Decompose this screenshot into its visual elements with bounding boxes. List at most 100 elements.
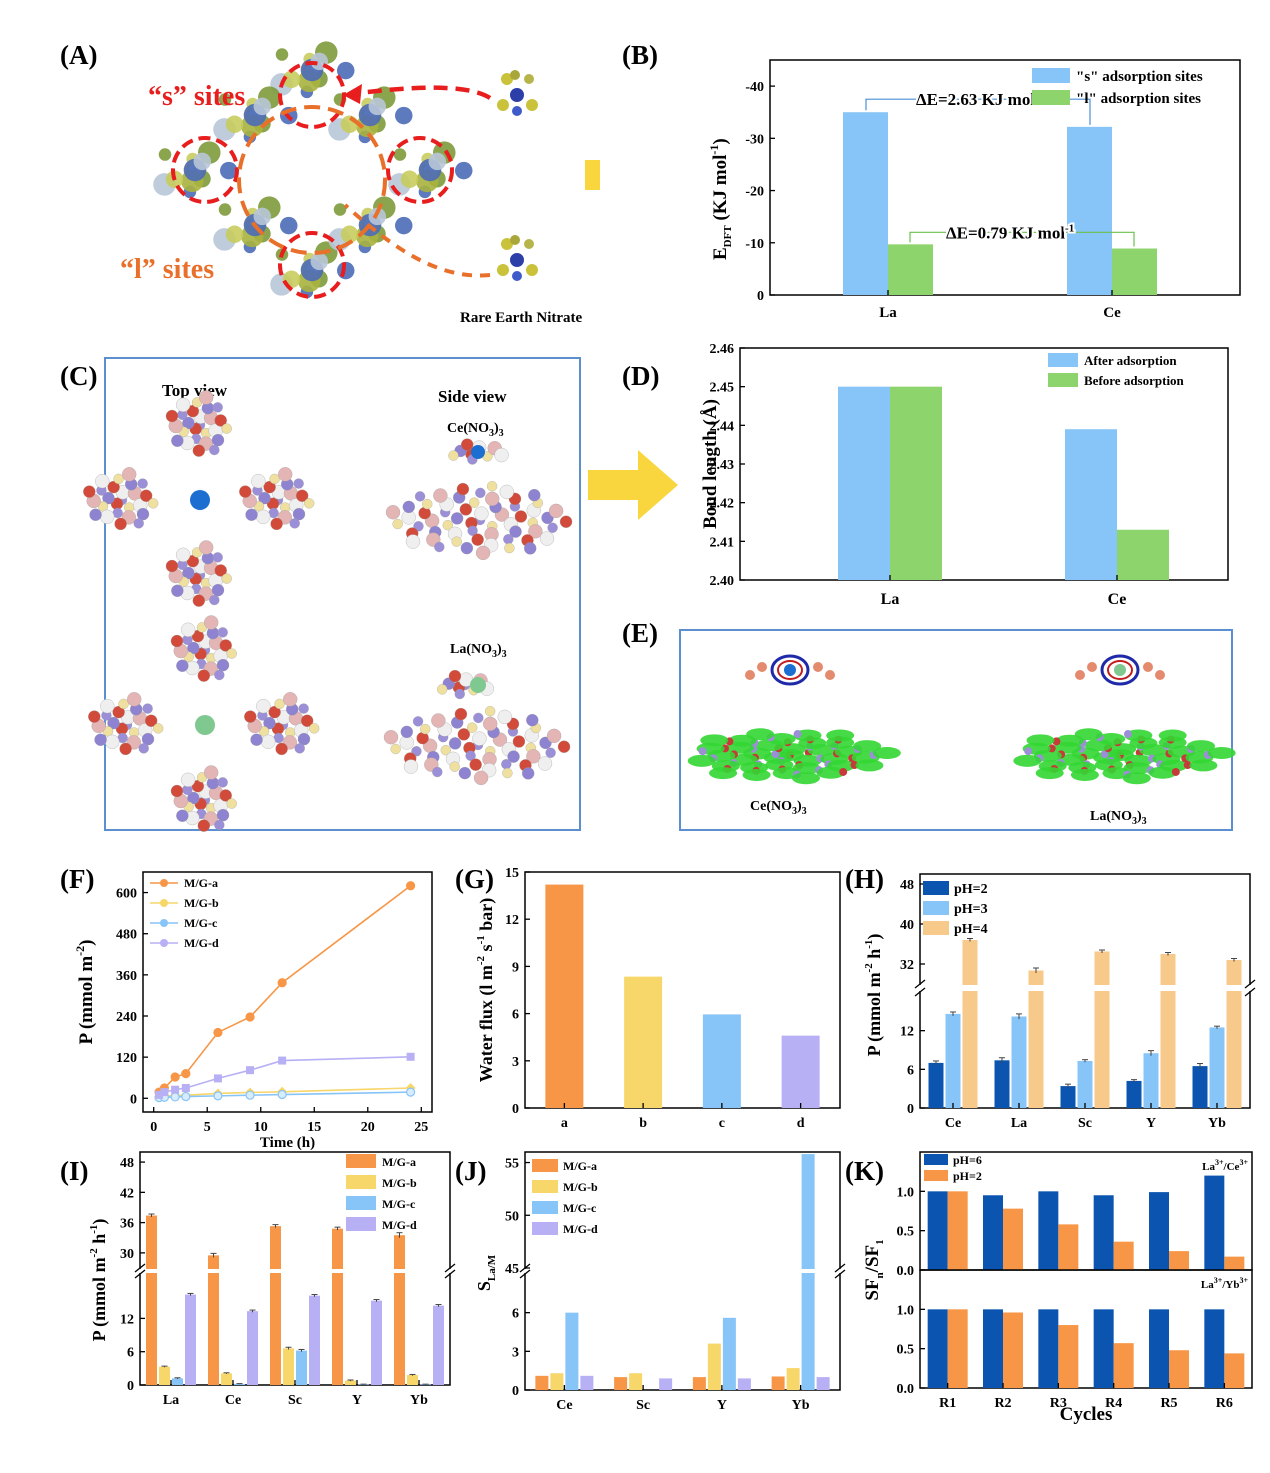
ce-side-framework [402,500,415,514]
ce-side-framework [486,481,498,492]
ce-side-framework [469,497,480,508]
bar-i-Y-0 [332,1228,343,1385]
ytick-lower-i-1-label: 6 [127,1346,134,1361]
ce-nitrate [461,438,474,451]
k-bar-1-R3-0 [1038,1309,1059,1388]
e-ce-formula: Ce(NO3)3 [750,799,807,817]
bar-j-Yb-1 [786,1368,800,1390]
framework-blob [282,70,301,89]
f-ylabel: P (mmol m-2) [73,940,97,1045]
ce-top-view-arm [175,547,191,562]
f-point-2-4 [213,1091,223,1101]
bar-h-Yb-2 [1226,960,1242,1108]
bar-h-Yb-0 [1192,1066,1208,1108]
chart-i: (I) 0 6 12 30 36 42 48 La Ce Sc Y Yb M/G-a M/G-b M/G-c… [60,1151,456,1408]
bar-j-Sc-0 [614,1377,628,1390]
ce-top-view-arm [212,402,223,413]
la-top-view-arm [216,809,230,822]
c-la-formula: La(NO3)3 [450,642,507,660]
la-nci-ring [1100,654,1140,686]
ce-top-view-arm [107,480,120,494]
ytick-upper-i-3-label: 48 [120,1156,134,1171]
d-xlabel-1: Ce [1108,591,1127,608]
la-top-view-arm [301,714,314,727]
ce-top-view-arm [148,498,159,509]
b-ytick-4-label: -40 [745,80,764,95]
axis-break-mark-i-1 [444,1263,456,1273]
la-top-view-arm [268,705,281,719]
k-bar-1-R6-1 [1224,1353,1245,1388]
j-legend-label-0: M/G-a [563,1159,597,1173]
k-xtick-3-label: R4 [1105,1396,1122,1411]
ce-top-view-arm [95,473,110,489]
la-o-atom [1075,670,1085,680]
ytick-lower-j-2-label: 6 [512,1307,519,1322]
f-legend-marker-1 [160,899,168,907]
ce-side-framework [474,506,489,521]
f-xtick-1-label: 5 [204,1120,211,1135]
xtick-i-1-label: Ce [225,1393,241,1408]
s-site-circle [278,231,346,299]
la-side-framework [473,712,484,724]
g-bar-b [624,976,663,1108]
ce-top-view-arm [245,508,258,521]
h-ylabel: P (mmol m-2 h-1) [863,934,885,1057]
xtick-h-3-label: Y [1146,1116,1156,1131]
axis-break-gap-h [914,985,1256,991]
g-ytick-2-label: 6 [512,1008,519,1023]
panel-f-label: (F) [60,864,94,894]
panel-h: (H) 0 6 12 32 40 48 Ce La Sc Y Yb pH=2 pH=3 pH=4 P (mm… [840,860,1270,1150]
chart-f-frame [142,871,433,1113]
framework-blob [393,148,407,161]
k-xtick-2-label: R3 [1050,1396,1067,1411]
ce-nci-surface [872,746,901,759]
la-side-framework [502,767,513,779]
framework-blob [218,93,232,106]
la-top-view-arm [298,703,309,714]
ce-side-framework [456,482,470,496]
la-top-view-arm [275,742,288,756]
bar-j-Sc-1 [629,1373,643,1390]
ce-top-view-arm [304,498,315,509]
la-top-view-arm [244,710,257,723]
panel-d-label: (D) [622,361,659,391]
la-side-framework [449,761,460,772]
j-legend-swatch-1 [532,1180,558,1193]
bar-h-La-2 [1028,970,1044,1108]
la-top-view-arm [187,791,200,805]
bar-j-Ce-0 [535,1375,549,1390]
k-bar-0-R3-0 [1038,1191,1059,1270]
la-side-framework [454,707,468,721]
k-bar-0-R5-1 [1169,1251,1189,1270]
k-ytick-0-1-label: 0.5 [897,1225,915,1240]
la-side-framework [512,735,526,748]
la-atom [1024,747,1033,756]
ytick-lower-h-2-label: 12 [900,1025,914,1040]
bar-i-La-3 [185,1294,196,1385]
ce-top-view-arm [212,552,223,563]
k-ytick-0-2-label: 1.0 [897,1185,915,1200]
ce-top-view-arm [192,444,205,457]
panel-e-box [679,629,1233,831]
la-side-framework [545,747,556,758]
xtick-h-0-label: Ce [945,1116,961,1131]
la-atom [470,677,486,693]
framework-blob [394,216,413,235]
d-legend-label-1: Before adsorption [1084,373,1185,388]
ce-top-view-arm [182,566,195,580]
h-legend-label-0: pH=2 [954,882,988,897]
la-o-atom [1087,662,1097,672]
k-subplot-frame-1 [919,1269,1253,1389]
chart-f: (F) 0 120 240 360 480 600 0 5 10 15 20 25 M/G-a M/G-b… [60,864,433,1151]
la-side-framework [483,716,498,732]
la-top-view-arm [127,692,142,707]
la-side-framework [457,728,470,741]
la-top-view-arm [214,819,225,831]
ytick-lower-j-0-label: 0 [512,1384,519,1399]
f-point-2-7 [405,1087,416,1097]
ce-o-atom [757,662,767,672]
framework-blob [454,161,473,180]
framework-blob [279,216,298,235]
bar-i-La-1 [159,1366,170,1385]
axis-break-mark2-i-0 [134,1269,146,1279]
